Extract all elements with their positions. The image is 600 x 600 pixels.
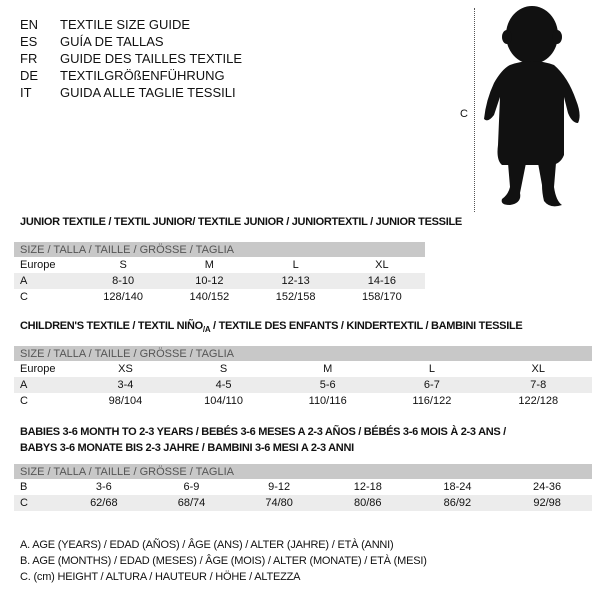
- babies-size-table: SIZE / TALLA / TAILLE / GRÖSSE / TAGLIA …: [14, 464, 592, 511]
- lang-de: DE TEXTILGRÖßENFÜHRUNG: [20, 68, 225, 83]
- babies-title-line-1: BABIES 3-6 MONTH TO 2-3 YEARS / BEBÉS 3-…: [20, 426, 506, 438]
- legend-c: C. (cm) HEIGHT / ALTURA / HAUTEUR / HÖHE…: [20, 571, 301, 583]
- table-row: C 62/68 68/74 74/80 80/86 86/92 92/98: [14, 495, 592, 511]
- height-measure-line: [474, 8, 475, 212]
- table-header: SIZE / TALLA / TAILLE / GRÖSSE / TAGLIA: [14, 346, 592, 361]
- legend-a: A. AGE (YEARS) / EDAD (AÑOS) / ÂGE (ANS)…: [20, 539, 394, 551]
- table-row: Europe XS S M L XL: [20, 363, 545, 375]
- height-label: C: [460, 108, 468, 120]
- table-row: C 128/140 140/152 152/158 158/170: [20, 291, 402, 303]
- babies-title-line-2: BABYS 3-6 MONATE BIS 2-3 JAHRE / BAMBINI…: [20, 442, 354, 454]
- table-header: SIZE / TALLA / TAILLE / GRÖSSE / TAGLIA: [14, 464, 592, 479]
- table-row: Europe S M L XL: [20, 259, 389, 271]
- table-header: SIZE / TALLA / TAILLE / GRÖSSE / TAGLIA: [14, 242, 425, 257]
- table-row: B 3-6 6-9 9-12 12-18 18-24 24-36: [20, 481, 562, 493]
- legend-b: B. AGE (MONTHS) / EDAD (MESES) / ÂGE (MO…: [20, 555, 427, 567]
- lang-fr: FR GUIDE DES TAILLES TEXTILE: [20, 51, 243, 66]
- table-row: C 98/104 104/110 110/116 116/122 122/128: [20, 395, 559, 407]
- table-row: A 3-4 4-5 5-6 6-7 7-8: [14, 377, 592, 393]
- children-title: CHILDREN'S TEXTILE / TEXTIL NIÑO/A / TEX…: [20, 320, 523, 335]
- lang-it: IT GUIDA ALLE TAGLIE TESSILI: [20, 85, 236, 100]
- lang-en: EN TEXTILE SIZE GUIDE: [20, 17, 191, 32]
- table-row: A 8-10 10-12 12-13 14-16: [14, 273, 425, 289]
- children-size-table: SIZE / TALLA / TAILLE / GRÖSSE / TAGLIA …: [14, 346, 592, 409]
- junior-title: JUNIOR TEXTILE / TEXTIL JUNIOR/ TEXTILE …: [20, 216, 462, 228]
- lang-es: ES GUÍA DE TALLAS: [20, 34, 164, 49]
- junior-size-table: SIZE / TALLA / TAILLE / GRÖSSE / TAGLIA …: [14, 242, 425, 305]
- child-silhouette-icon: [484, 6, 580, 207]
